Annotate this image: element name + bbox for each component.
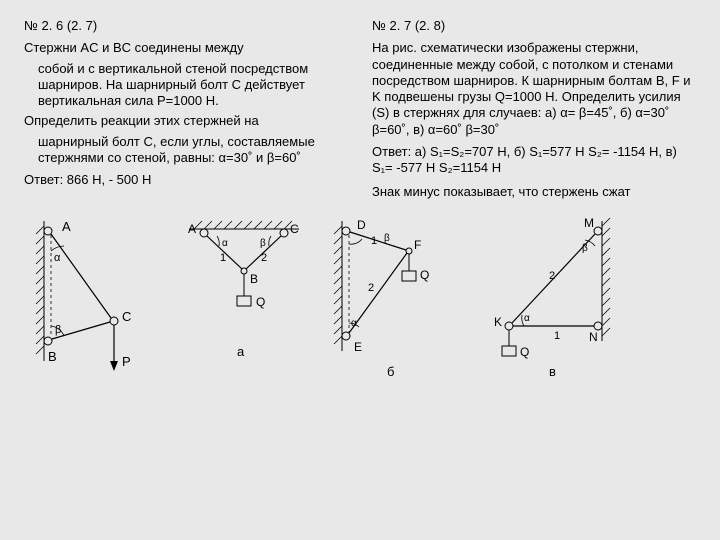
svg-text:N: N xyxy=(589,330,598,344)
columns: № 2. 6 (2. 7) Стержни AC и BC соединены … xyxy=(24,18,696,205)
svg-text:M: M xyxy=(584,216,594,230)
svg-text:б: б xyxy=(387,364,394,379)
svg-text:A: A xyxy=(62,219,71,234)
left-p1b: собой и с вертикальной стеной посредство… xyxy=(24,61,348,110)
left-p2: Определить реакции этих стержней на xyxy=(24,113,348,129)
right-column: № 2. 7 (2. 8) На рис. схематически изобр… xyxy=(372,18,696,205)
svg-text:F: F xyxy=(414,238,421,252)
svg-text:Q: Q xyxy=(420,268,429,282)
svg-text:1: 1 xyxy=(220,252,226,264)
svg-text:β: β xyxy=(55,324,61,336)
svg-text:P: P xyxy=(122,354,131,369)
svg-text:C: C xyxy=(122,309,131,324)
left-column: № 2. 6 (2. 7) Стержни AC и BC соединены … xyxy=(24,18,348,205)
svg-text:2: 2 xyxy=(261,252,267,264)
svg-text:2: 2 xyxy=(549,270,555,282)
figure-c-svg: M β 2 α 1 K N Q в xyxy=(474,211,624,381)
figure-1-svg: A α β C B P xyxy=(24,211,154,381)
left-p1: Стержни AC и BC соединены между xyxy=(24,40,348,56)
figure-c: M β 2 α 1 K N Q в xyxy=(474,211,624,381)
left-answer: Ответ: 866 Н, - 500 Н xyxy=(24,172,348,188)
figure-1: A α β C B P xyxy=(24,211,154,381)
figure-b: D F 1 β 2 α E Q б xyxy=(324,211,464,381)
svg-text:β: β xyxy=(582,243,588,254)
svg-text:1: 1 xyxy=(554,330,560,342)
svg-text:B: B xyxy=(48,349,57,364)
svg-text:2: 2 xyxy=(368,282,374,294)
left-p2b: шарнирный болт C, если углы, составляемы… xyxy=(24,134,348,167)
svg-text:B: B xyxy=(250,272,258,286)
svg-text:α: α xyxy=(222,238,228,249)
svg-text:в: в xyxy=(549,364,556,379)
svg-text:A: A xyxy=(188,222,196,236)
svg-text:α: α xyxy=(351,318,357,329)
svg-text:Q: Q xyxy=(256,295,265,309)
svg-text:β: β xyxy=(260,238,266,249)
svg-text:D: D xyxy=(357,218,366,232)
left-title: № 2. 6 (2. 7) xyxy=(24,18,348,34)
figures-row: A α β C B P xyxy=(24,211,696,381)
svg-text:α: α xyxy=(54,252,61,264)
right-answer: Ответ: а) S₁=S₂=707 Н, б) S₁=577 Н S₂= -… xyxy=(372,144,696,177)
svg-text:β: β xyxy=(384,233,390,244)
figure-a-svg: A C α β 1 2 B Q а xyxy=(164,211,314,361)
right-title: № 2. 7 (2. 8) xyxy=(372,18,696,34)
svg-text:E: E xyxy=(354,340,362,354)
svg-text:а: а xyxy=(237,344,245,359)
figure-a: A C α β 1 2 B Q а xyxy=(164,211,314,381)
svg-text:α: α xyxy=(524,313,530,324)
svg-text:1: 1 xyxy=(371,235,377,247)
svg-text:Q: Q xyxy=(520,345,529,359)
right-p1: На рис. схематически изображены стержни,… xyxy=(372,40,696,138)
svg-text:C: C xyxy=(290,222,299,236)
right-note: Знак минус показывает, что стержень сжат xyxy=(372,184,696,200)
svg-text:K: K xyxy=(494,315,502,329)
figure-b-svg: D F 1 β 2 α E Q б xyxy=(324,211,464,381)
page: № 2. 6 (2. 7) Стержни AC и BC соединены … xyxy=(0,0,720,399)
